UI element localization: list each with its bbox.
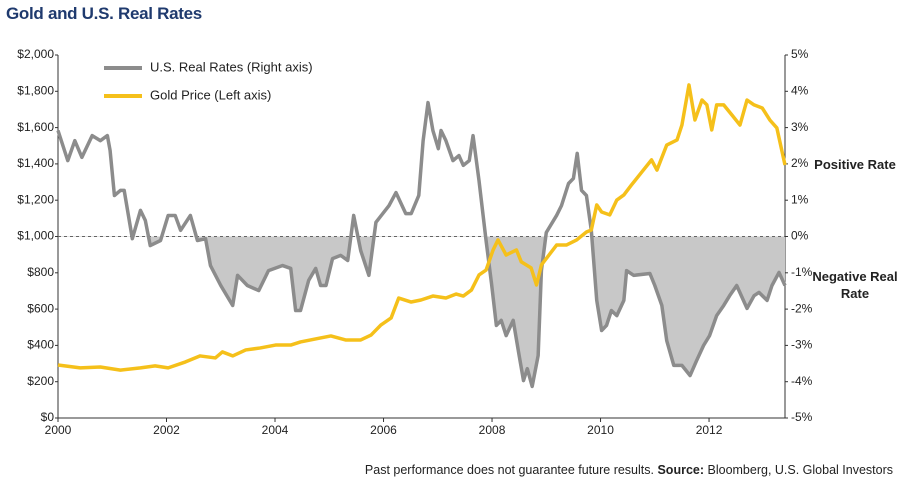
footer-source-label: Source:	[657, 463, 705, 477]
x-tick-label: 2000	[45, 423, 72, 437]
chart-title: Gold and U.S. Real Rates	[6, 4, 202, 23]
x-tick-label: 2012	[696, 423, 723, 437]
series-line	[56, 100, 787, 389]
x-tick-label: 2008	[479, 423, 506, 437]
y2-tick-label: 1%	[791, 192, 809, 206]
y-tick-label: $1,200	[17, 192, 54, 206]
footer-note: Past performance does not guarantee futu…	[364, 463, 654, 477]
y2-tick-label: 2%	[791, 156, 809, 170]
y2-tick-label: 0%	[791, 229, 809, 243]
footer: Past performance does not guarantee futu…	[365, 463, 893, 477]
y-tick-label: $2,000	[17, 47, 54, 61]
y-tick-label: $1,800	[17, 83, 54, 97]
y2-tick-label: 5%	[791, 47, 809, 61]
y-tick-label: $400	[27, 338, 54, 352]
y-tick-label: $1,600	[17, 120, 54, 134]
y2-tick-label: 3%	[791, 120, 809, 134]
y2-tick-label: -4%	[791, 374, 813, 388]
footer-source: Bloomberg, U.S. Global Investors	[707, 463, 894, 477]
y-tick-label: $1,000	[17, 229, 54, 243]
x-tick-label: 2004	[262, 423, 289, 437]
y2-tick-label: -3%	[791, 338, 813, 352]
x-tick-label: 2006	[370, 423, 397, 437]
y-tick-label: $200	[27, 374, 54, 388]
legend-label: Gold Price (Left axis)	[150, 87, 271, 102]
y2-tick-label: -2%	[791, 301, 813, 315]
y2-tick-label: -5%	[791, 410, 813, 424]
y2-tick-label: -1%	[791, 265, 813, 279]
x-tick-label: 2002	[153, 423, 180, 437]
y2-tick-label: 4%	[791, 83, 809, 97]
y-tick-label: $0	[41, 410, 55, 424]
legend-label: U.S. Real Rates (Right axis)	[150, 59, 313, 74]
annotation: Negative Real Rate	[812, 269, 898, 301]
y-tick-label: $1,400	[17, 156, 54, 170]
annotation: Positive Rate	[814, 157, 896, 172]
y-tick-label: $600	[27, 301, 54, 315]
x-tick-label: 2010	[587, 423, 614, 437]
y-tick-label: $800	[27, 265, 54, 279]
series-line	[57, 83, 787, 372]
negative-area	[58, 236, 785, 387]
